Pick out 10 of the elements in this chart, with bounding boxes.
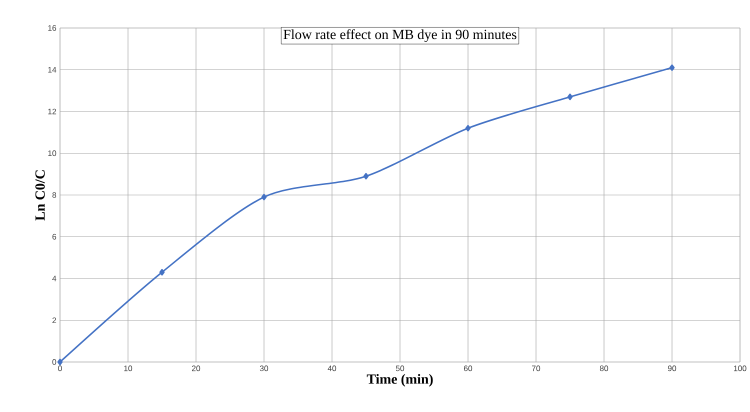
point <box>669 64 675 71</box>
point <box>567 94 573 100</box>
chart-title: Flow rate effect on MB dye in 90 minutes <box>284 29 516 42</box>
point <box>465 124 471 132</box>
point <box>159 268 165 276</box>
x-axis-title: Time (min) <box>366 374 433 387</box>
point <box>57 358 63 366</box>
y-axis-title: Ln C0/C <box>35 170 45 221</box>
point <box>363 172 369 180</box>
point <box>261 194 267 200</box>
